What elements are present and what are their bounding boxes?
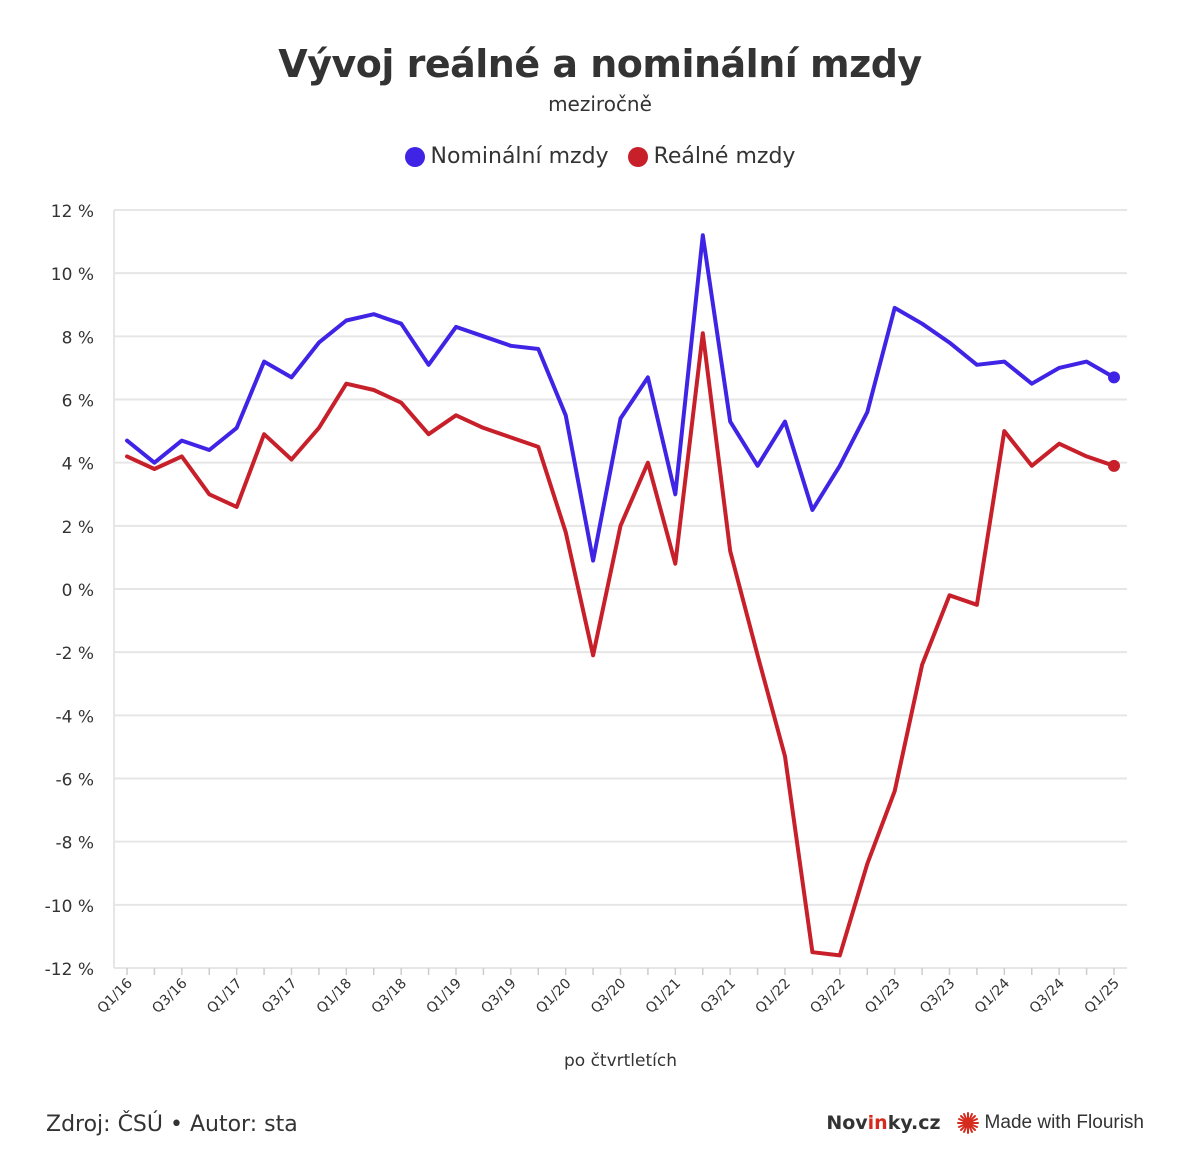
y-tick-label: -8 % [55,834,94,854]
x-tick-label: Q3/18 [369,976,410,1017]
y-tick-label: 4 % [62,455,94,475]
legend: Nominální mzdy Reálné mzdy [0,144,1200,173]
brand-part-1: Nov [826,1112,868,1134]
x-tick-label: Q1/20 [533,976,574,1017]
y-tick-label: 12 % [51,202,94,222]
y-tick-label: -6 % [55,771,94,791]
x-tick-label: Q3/19 [478,976,519,1017]
y-tick-label: 10 % [51,265,94,285]
x-tick-label: Q3/22 [807,976,848,1017]
y-tick-label: -2 % [55,644,94,664]
x-tick-label: Q1/16 [94,975,135,1016]
x-tick-label: Q3/17 [259,976,300,1017]
x-axis-title: po čtvrtletích [564,1051,677,1071]
x-tick-label: Q3/24 [1027,975,1068,1016]
y-tick-label: -4 % [55,707,94,727]
legend-label-real: Reálné mzdy [653,144,796,169]
legend-item-nominal[interactable]: Nominální mzdy [404,144,609,169]
legend-dot-nominal [404,146,425,167]
brand-part-2: ky.cz [887,1112,941,1134]
flourish-credit[interactable]: Made with Flourish [956,1112,1144,1134]
chart-title: Vývoj reálné a nominální mzdy [278,42,922,86]
series-endpoint-nominal [1108,371,1120,384]
y-tick-label: 0 % [62,581,94,601]
series-endpoint-real [1108,459,1120,472]
x-tick-label: Q1/23 [862,976,903,1017]
x-tick-label: Q3/21 [698,976,739,1017]
legend-label-nominal: Nominální mzdy [430,144,609,169]
flourish-icon [956,1112,979,1134]
x-tick-label: Q1/22 [752,976,793,1017]
y-tick-label: 2 % [62,518,94,538]
series-line-nominal [125,233,1116,563]
source-credit: Zdroj: ČSÚ • Autor: sta [46,1112,298,1137]
brand-part-accent: in [867,1112,888,1134]
x-tick-label: Q1/21 [643,976,684,1017]
flourish-label: Made with Flourish [984,1112,1144,1133]
line-chart: 12 % 10 % 8 % 6 % 4 % 2 % 0 % -2 % -4 % -6 % -8 % -… [45,202,1127,1071]
x-tick-label: Q3/20 [588,976,629,1017]
x-tick-label: Q1/17 [204,976,245,1017]
y-tick-label: -12 % [45,960,94,980]
series-line-real [125,331,1116,958]
x-tick-label: Q1/19 [423,976,464,1017]
y-tick-label: 6 % [62,392,94,412]
legend-dot-real [627,146,648,167]
x-tick-label: Q1/18 [314,976,355,1017]
chart-subtitle: meziročně [548,92,652,116]
x-tick-label: Q1/25 [1081,976,1122,1017]
x-tick-label: Q1/24 [972,975,1013,1016]
y-tick-label: 8 % [62,328,94,348]
x-tick-label: Q3/23 [917,976,958,1017]
novinky-logo[interactable]: Novinky.cz [826,1112,940,1134]
legend-item-real[interactable]: Reálné mzdy [627,144,796,169]
footer-branding: Novinky.cz Made with Flourish [826,1112,1144,1134]
y-tick-label: -10 % [45,897,94,917]
x-tick-label: Q3/16 [149,975,190,1016]
